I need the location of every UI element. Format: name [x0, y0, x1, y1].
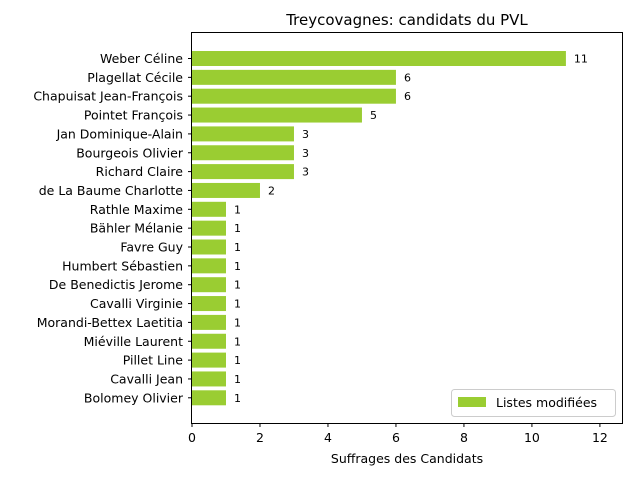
bar [192, 371, 226, 387]
data-label: 1 [234, 298, 241, 311]
x-tick-label: 12 [592, 430, 608, 445]
data-label: 1 [234, 392, 241, 405]
data-label: 3 [302, 128, 309, 141]
category-label: Jan Dominique-Alain [56, 126, 183, 141]
data-label: 3 [302, 147, 309, 160]
data-label: 1 [234, 373, 241, 386]
bar [192, 201, 226, 217]
bar [192, 258, 226, 274]
category-label: Plagellat Cécile [87, 70, 183, 85]
category-label: Pointet François [84, 108, 183, 123]
bar [192, 51, 566, 66]
data-label: 1 [234, 279, 241, 292]
category-label: Chapuisat Jean-François [33, 89, 183, 104]
bar [192, 239, 226, 255]
bar [192, 69, 396, 85]
category-label: Bähler Mélanie [90, 221, 183, 236]
x-axis: 0 2 4 6 8 10 12 [188, 423, 608, 445]
bar [192, 314, 226, 330]
bar [192, 88, 396, 104]
data-label: 1 [234, 335, 241, 348]
data-label: 6 [404, 90, 411, 103]
category-label: Rathle Maxime [90, 202, 184, 217]
bar [192, 107, 362, 123]
data-label: 1 [234, 260, 241, 273]
bar [192, 164, 294, 180]
data-label: 1 [234, 222, 241, 235]
category-label: Morandi-Bettex Laetitia [37, 315, 183, 330]
category-label: Cavalli Virginie [90, 296, 183, 311]
category-label: De Benedictis Jerome [49, 277, 183, 292]
x-tick-label: 2 [256, 430, 264, 445]
category-label: Bourgeois Olivier [76, 145, 184, 160]
legend: Listes modifiées [451, 389, 616, 417]
x-tick-label: 6 [392, 430, 400, 445]
category-label: Richard Claire [96, 164, 184, 179]
category-labels: Weber Céline Plagellat Cécile Chapuisat Je… [33, 51, 192, 405]
category-label: Weber Céline [100, 51, 183, 66]
category-label: Cavalli Jean [110, 371, 183, 386]
x-tick-label: 0 [188, 430, 196, 445]
bar [192, 390, 226, 406]
bar [192, 145, 294, 161]
data-label: 1 [234, 316, 241, 329]
bars-layer [192, 51, 566, 406]
legend-entry: Listes modifiées [496, 395, 597, 410]
chart-title: Treycovagnes: candidats du PVL [285, 11, 528, 29]
category-label: Humbert Sébastien [62, 258, 183, 273]
data-label: 5 [370, 109, 377, 122]
bar [192, 126, 294, 142]
category-label: Pillet Line [123, 353, 184, 368]
bar [192, 182, 260, 198]
bar [192, 220, 226, 236]
x-tick-label: 10 [524, 430, 540, 445]
x-tick-label: 8 [460, 430, 468, 445]
data-label: 6 [404, 71, 411, 84]
bar [192, 333, 226, 349]
bar [192, 296, 226, 312]
category-label: Favre Guy [120, 240, 183, 255]
x-axis-label: Suffrages des Candidats [331, 451, 483, 466]
category-label: Bolomey Olivier [84, 390, 184, 405]
legend-box [451, 389, 616, 417]
data-label: 2 [268, 184, 275, 197]
category-label: de La Baume Charlotte [39, 183, 184, 198]
bar [192, 277, 226, 293]
category-label: Miéville Laurent [84, 334, 183, 349]
bar [192, 352, 226, 368]
legend-swatch [458, 397, 486, 407]
data-label: 11 [574, 53, 588, 66]
data-label: 3 [302, 166, 309, 179]
data-label: 1 [234, 241, 241, 254]
data-label: 1 [234, 203, 241, 216]
plot-frame [191, 32, 623, 424]
x-tick-label: 4 [324, 430, 332, 445]
data-label: 1 [234, 354, 241, 367]
